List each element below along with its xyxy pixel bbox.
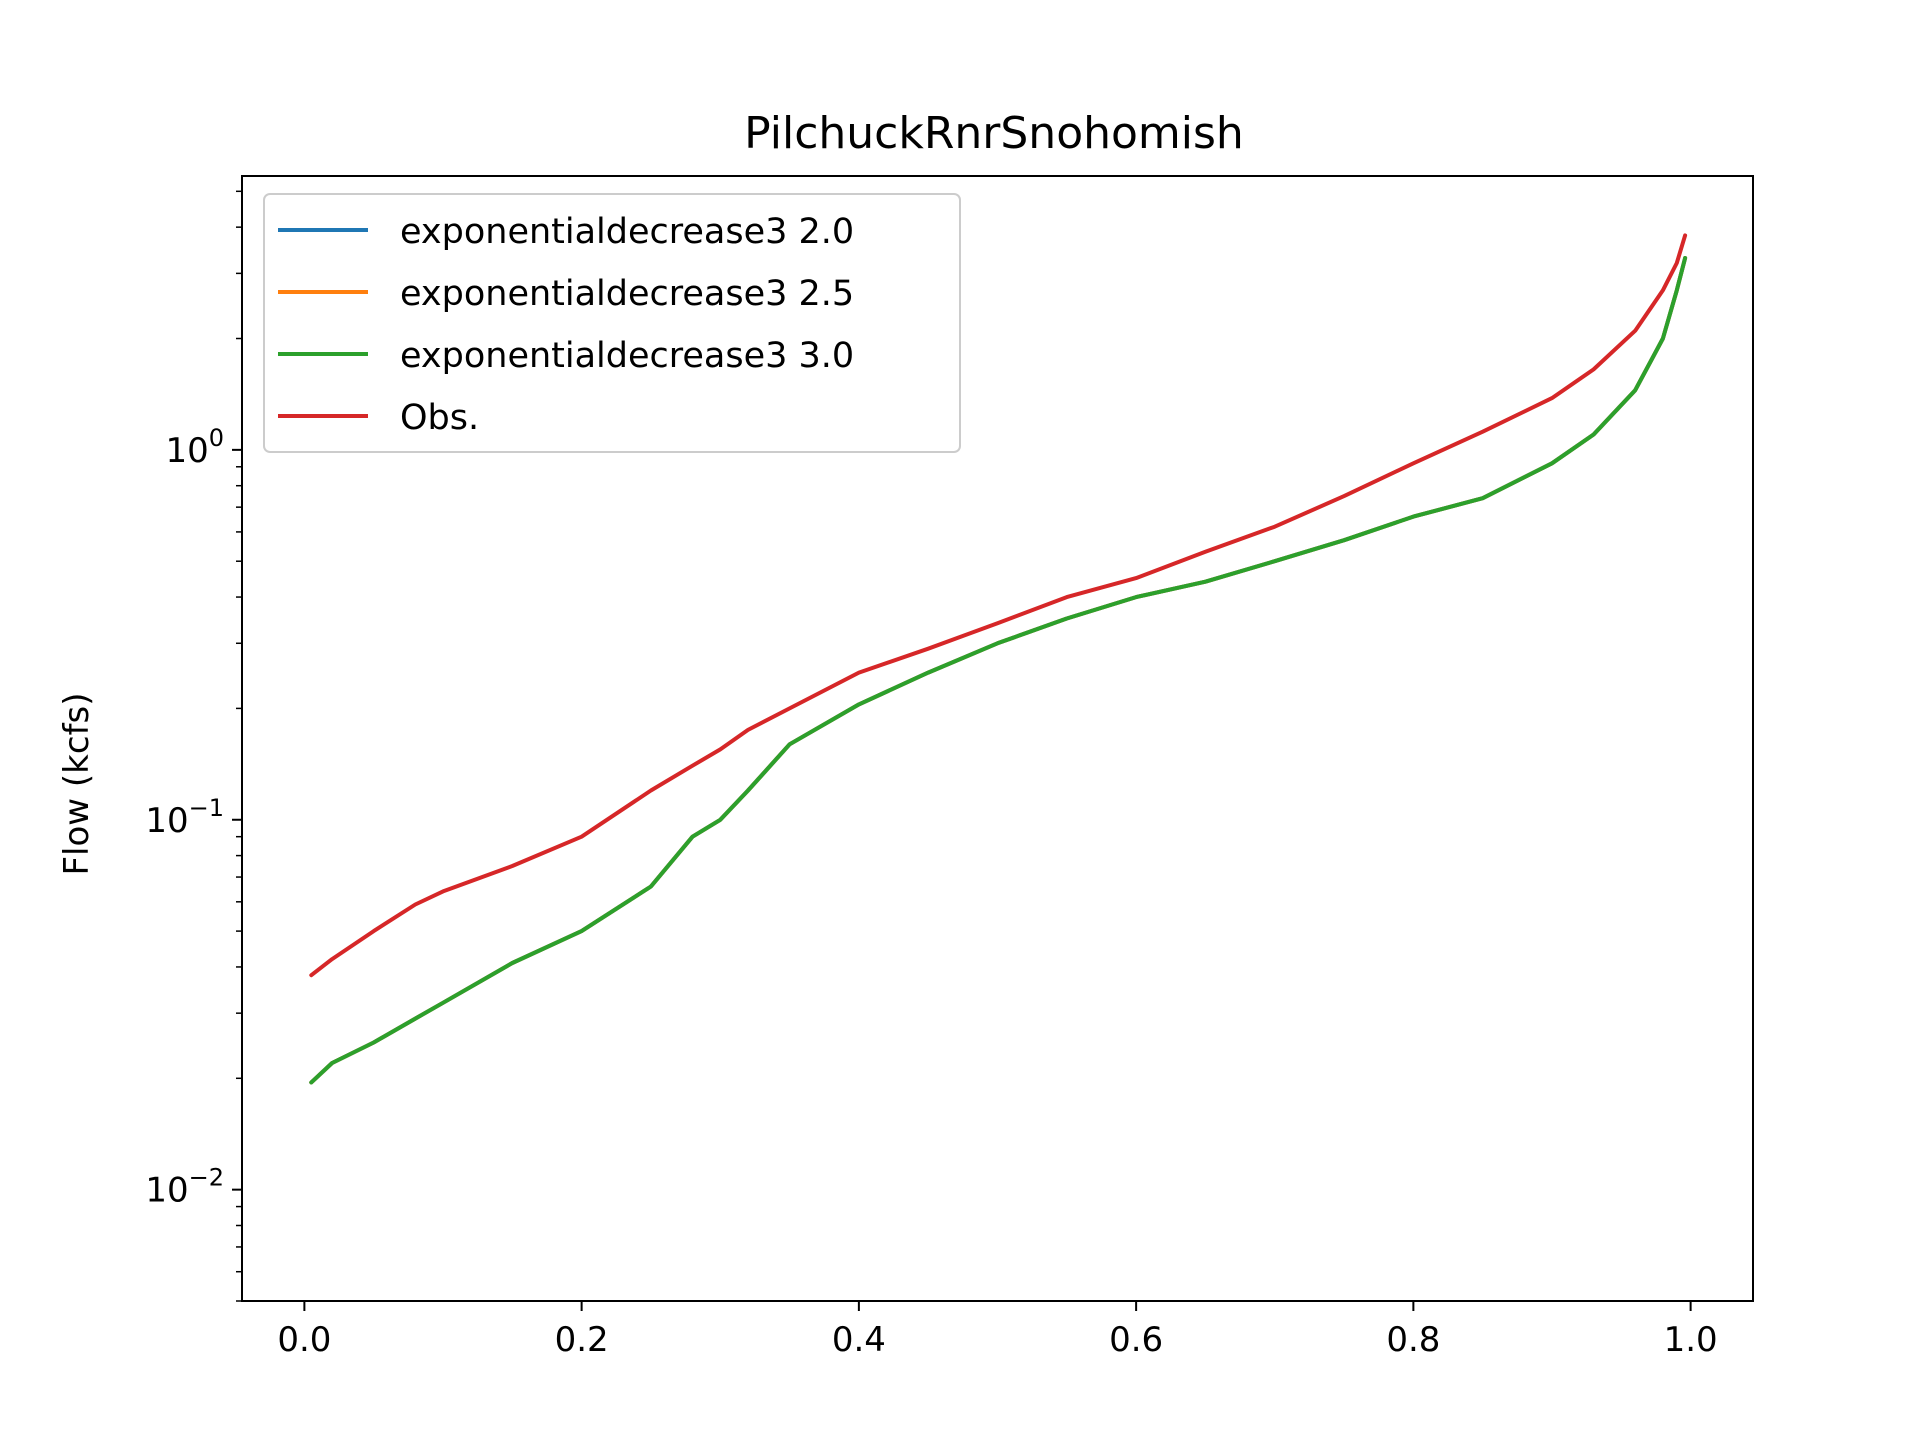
legend-frame bbox=[263, 193, 961, 453]
x-tick-label: 0.2 bbox=[555, 1320, 609, 1360]
series-line-2 bbox=[309, 256, 1688, 1085]
legend-label-3: Obs. bbox=[400, 398, 479, 438]
series-layer bbox=[309, 233, 1688, 1085]
x-tick-label: 0.0 bbox=[277, 1320, 331, 1360]
legend: exponentialdecrease3 2.0 exponentialdecre… bbox=[263, 193, 961, 453]
plot-frame bbox=[241, 175, 1754, 1302]
x-tick-label: 0.8 bbox=[1386, 1320, 1440, 1360]
legend-label-0: exponentialdecrease3 2.0 bbox=[400, 212, 854, 252]
y-tick-label: 10−1 bbox=[145, 794, 224, 841]
y-axis-label: Flow (kcfs) bbox=[57, 692, 97, 875]
y-axis: 10−2 10−1 100 bbox=[145, 190, 242, 1302]
legend-label-2: exponentialdecrease3 3.0 bbox=[400, 336, 854, 376]
chart-title: PilchuckRnrSnohomish bbox=[744, 108, 1244, 159]
x-tick-label: 0.6 bbox=[1109, 1320, 1163, 1360]
legend-label-1: exponentialdecrease3 2.5 bbox=[400, 274, 854, 314]
x-tick-label: 1.0 bbox=[1664, 1320, 1718, 1360]
series-line-3 bbox=[309, 233, 1688, 978]
x-tick-label: 0.4 bbox=[832, 1320, 886, 1360]
x-axis: 0.0 0.2 0.4 0.6 0.8 1.0 bbox=[277, 1301, 1718, 1360]
y-tick-label: 100 bbox=[165, 424, 224, 471]
y-tick-label: 10−2 bbox=[145, 1164, 224, 1211]
